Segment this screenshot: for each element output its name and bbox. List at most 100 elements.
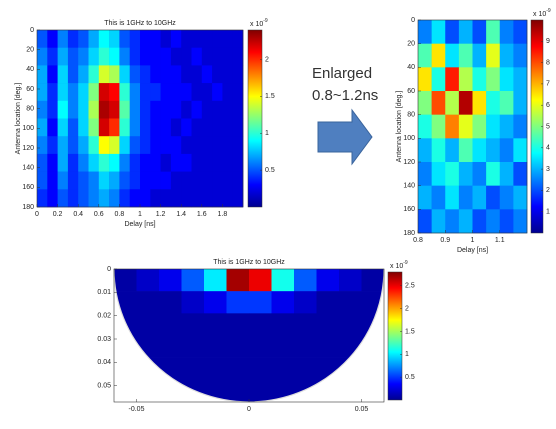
heat-cell [88,118,100,137]
heat-cell [109,118,120,137]
heat-cell [47,83,58,102]
heat-cell [109,136,120,155]
heat-cell [418,162,432,186]
heat-cell [212,30,223,48]
heat-cell [316,269,340,292]
heat-cell [57,65,69,84]
y-axis-label: Antenna location [deg.] [15,83,22,155]
heat-cell [418,20,432,44]
heat-cell [191,171,203,190]
heat-cell [232,83,244,102]
heat-cell [119,83,130,102]
heat-cell [181,118,192,137]
heat-cell [204,357,227,381]
heat-cell [191,47,203,66]
colorbar-tick-label: 1 [405,351,409,358]
heat-cell [170,83,182,102]
heat-cell [222,118,233,137]
heat-cell [109,171,120,190]
x-axis-label: Delay [ns] [124,221,155,228]
heat-cell [513,185,528,210]
y-tick-label: 120 [403,159,415,166]
heat-cell [472,138,487,163]
x-tick-label: 1.2 [156,211,166,218]
arrow [317,108,373,166]
y-tick-label: 0.03 [97,336,111,343]
heat-cell [170,100,182,119]
heat-cell [445,67,460,92]
heat-cell [170,171,182,190]
heat-cell [431,43,446,68]
heat-cell [67,189,79,208]
heat-cell [486,162,501,186]
heat-cell [499,185,514,210]
heat-cell [159,335,182,358]
heat-cell [88,83,100,102]
heat-cell [222,83,233,102]
heat-cell [88,100,100,119]
heat-cell [232,189,244,208]
heat-cell [57,171,69,190]
heat-cell [88,136,100,155]
chart-title: This is 1GHz to 10GHz [213,259,285,266]
heat-cell [232,47,244,66]
x-tick-label: 1.1 [495,237,505,244]
heat-cell [88,65,100,84]
heat-cell [119,30,130,48]
heat-cell [445,114,460,139]
chart-title: This is 1GHz to 10GHz [104,20,176,27]
heat-cell [222,189,233,208]
heat-cell [431,114,446,139]
heat-cell [67,30,79,48]
heat-cell [150,83,161,102]
heat-cell [191,100,203,119]
y-tick-label: 80 [26,106,34,113]
y-tick-label: 180 [403,230,415,237]
heat-cell [201,100,213,119]
heat-cell [181,291,205,314]
heat-cell [150,30,161,48]
heat-cell [201,47,213,66]
heat-cell [47,65,58,84]
heat-cell [37,65,48,84]
heat-cell [204,335,227,358]
heat-cell [458,138,473,163]
heat-cell [513,43,528,68]
heat-cell [159,291,182,314]
colorbar-tick-label: 6 [546,102,550,109]
heat-cell [418,185,432,210]
heat-cell [67,65,79,84]
heat-cell [98,189,110,208]
heat-cell [418,91,432,115]
heat-cell [418,114,432,139]
heat-cell [129,153,141,172]
heat-cell [78,30,89,48]
heat-cell [271,291,295,314]
colorbar-scale-exponent: -9 [546,8,551,14]
heat-cell [201,189,213,208]
heat-cell [119,153,130,172]
y-tick-label: 60 [407,88,415,95]
y-tick-label: 160 [403,206,415,213]
heat-cell [212,136,223,155]
heat-cell [232,65,244,84]
heat-cell [472,114,487,139]
heat-cell [339,291,362,314]
heat-cell [191,189,203,208]
heat-cell [109,153,120,172]
heat-cell [458,91,473,115]
heat-cell [271,313,295,336]
heat-cell [499,138,514,163]
heat-cell [67,171,79,190]
heat-cell [129,118,141,137]
heat-cell [88,47,100,66]
colorbar-tick-label: 4 [546,145,550,152]
colorbar-tick-label: 1.5 [265,93,275,100]
heat-cell [57,189,69,208]
heat-cell [78,83,89,102]
heat-cell [226,357,250,381]
heat-cell [431,162,446,186]
heat-cell [232,171,244,190]
heat-cell [201,153,213,172]
heat-cell [499,91,514,115]
